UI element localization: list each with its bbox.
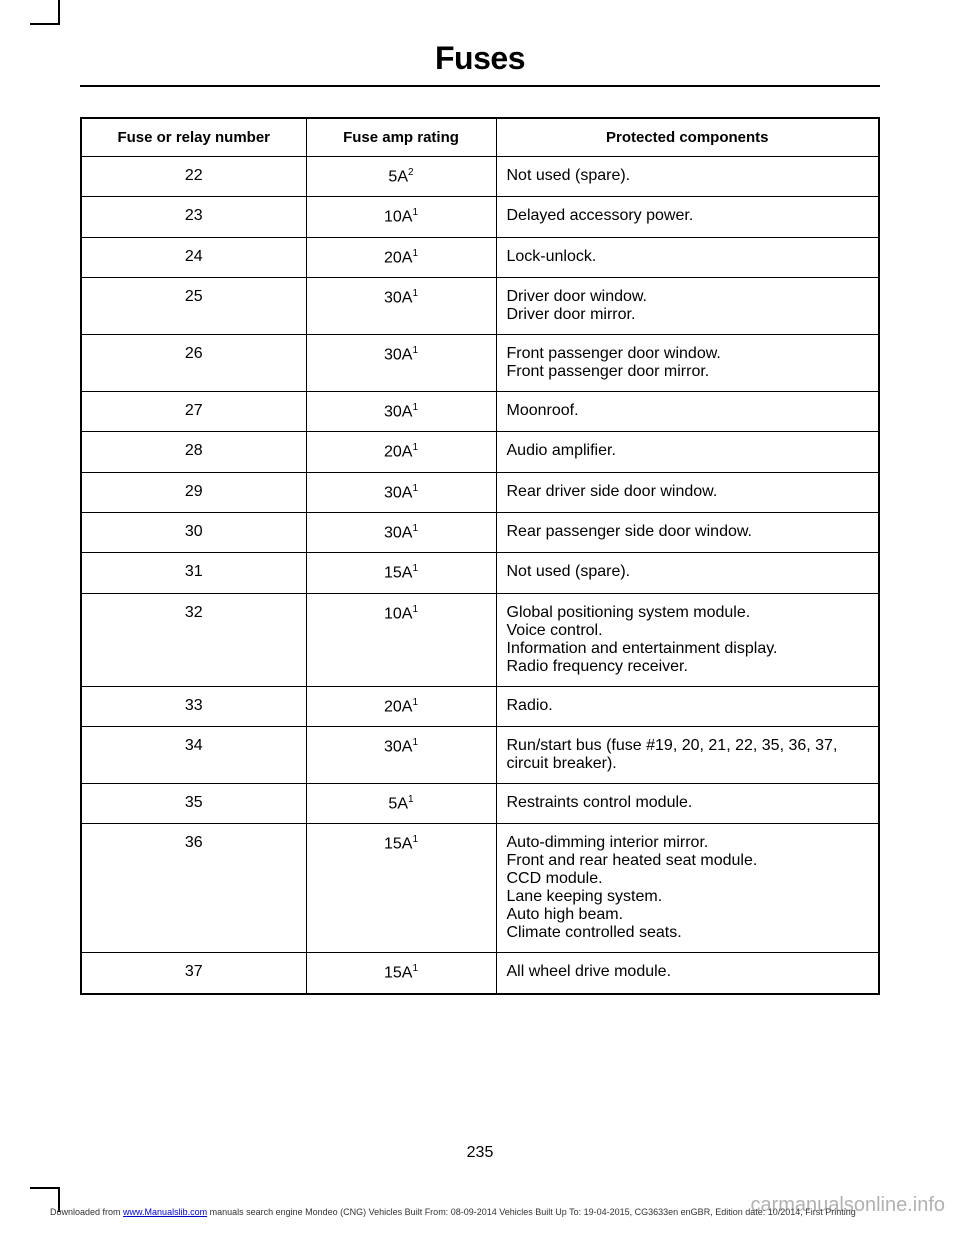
cell-components: Rear driver side door window. bbox=[496, 472, 879, 512]
cell-fuse-number: 32 bbox=[81, 593, 306, 686]
cell-fuse-number: 35 bbox=[81, 783, 306, 823]
table-row: 2420A1Lock-unlock. bbox=[81, 237, 879, 277]
cell-amp-rating: 5A2 bbox=[306, 157, 496, 197]
cell-fuse-number: 37 bbox=[81, 953, 306, 994]
cell-fuse-number: 25 bbox=[81, 277, 306, 334]
cell-components: Audio amplifier. bbox=[496, 432, 879, 472]
cell-components: All wheel drive module. bbox=[496, 953, 879, 994]
crop-mark bbox=[30, 0, 60, 25]
cell-amp-rating: 30A1 bbox=[306, 472, 496, 512]
cell-amp-rating: 20A1 bbox=[306, 686, 496, 726]
cell-fuse-number: 26 bbox=[81, 334, 306, 391]
cell-fuse-number: 22 bbox=[81, 157, 306, 197]
table-row: 225A2Not used (spare). bbox=[81, 157, 879, 197]
cell-fuse-number: 31 bbox=[81, 553, 306, 593]
cell-amp-rating: 5A1 bbox=[306, 783, 496, 823]
cell-components: Not used (spare). bbox=[496, 157, 879, 197]
header-amp-rating: Fuse amp rating bbox=[306, 118, 496, 157]
cell-components: Front passenger door window.Front passen… bbox=[496, 334, 879, 391]
cell-fuse-number: 28 bbox=[81, 432, 306, 472]
header-components: Protected components bbox=[496, 118, 879, 157]
cell-amp-rating: 20A1 bbox=[306, 237, 496, 277]
table-row: 2630A1Front passenger door window.Front … bbox=[81, 334, 879, 391]
cell-fuse-number: 23 bbox=[81, 197, 306, 237]
table-row: 3115A1Not used (spare). bbox=[81, 553, 879, 593]
cell-components: Moonroof. bbox=[496, 391, 879, 431]
cell-components: Radio. bbox=[496, 686, 879, 726]
cell-amp-rating: 15A1 bbox=[306, 553, 496, 593]
table-row: 3715A1All wheel drive module. bbox=[81, 953, 879, 994]
cell-components: Delayed accessory power. bbox=[496, 197, 879, 237]
table-row: 2730A1Moonroof. bbox=[81, 391, 879, 431]
table-row: 2310A1Delayed accessory power. bbox=[81, 197, 879, 237]
watermark: carmanualsonline.info bbox=[750, 1194, 945, 1217]
cell-amp-rating: 30A1 bbox=[306, 512, 496, 552]
cell-components: Global positioning system module.Voice c… bbox=[496, 593, 879, 686]
table-row: 2930A1Rear driver side door window. bbox=[81, 472, 879, 512]
table-row: 3320A1Radio. bbox=[81, 686, 879, 726]
cell-components: Driver door window.Driver door mirror. bbox=[496, 277, 879, 334]
cell-amp-rating: 30A1 bbox=[306, 334, 496, 391]
cell-fuse-number: 24 bbox=[81, 237, 306, 277]
cell-fuse-number: 34 bbox=[81, 726, 306, 783]
table-row: 3430A1Run/start bus (fuse #19, 20, 21, 2… bbox=[81, 726, 879, 783]
cell-fuse-number: 29 bbox=[81, 472, 306, 512]
cell-components: Auto-dimming interior mirror.Front and r… bbox=[496, 824, 879, 953]
footer-link[interactable]: www.Manualslib.com bbox=[123, 1207, 207, 1217]
cell-components: Rear passenger side door window. bbox=[496, 512, 879, 552]
cell-fuse-number: 36 bbox=[81, 824, 306, 953]
footer-prefix: Downloaded from bbox=[50, 1207, 123, 1217]
cell-fuse-number: 30 bbox=[81, 512, 306, 552]
table-row: 355A1Restraints control module. bbox=[81, 783, 879, 823]
table-row: 3615A1Auto-dimming interior mirror.Front… bbox=[81, 824, 879, 953]
cell-amp-rating: 20A1 bbox=[306, 432, 496, 472]
cell-amp-rating: 30A1 bbox=[306, 277, 496, 334]
cell-components: Not used (spare). bbox=[496, 553, 879, 593]
fuses-table: Fuse or relay number Fuse amp rating Pro… bbox=[80, 117, 880, 995]
cell-amp-rating: 30A1 bbox=[306, 726, 496, 783]
footer-mid: manuals search engine bbox=[207, 1207, 305, 1217]
cell-fuse-number: 33 bbox=[81, 686, 306, 726]
cell-components: Run/start bus (fuse #19, 20, 21, 22, 35,… bbox=[496, 726, 879, 783]
cell-components: Restraints control module. bbox=[496, 783, 879, 823]
cell-fuse-number: 27 bbox=[81, 391, 306, 431]
cell-amp-rating: 10A1 bbox=[306, 593, 496, 686]
cell-components: Lock-unlock. bbox=[496, 237, 879, 277]
page-number: 235 bbox=[0, 1144, 960, 1162]
cell-amp-rating: 10A1 bbox=[306, 197, 496, 237]
cell-amp-rating: 30A1 bbox=[306, 391, 496, 431]
table-header-row: Fuse or relay number Fuse amp rating Pro… bbox=[81, 118, 879, 157]
table-row: 2530A1Driver door window.Driver door mir… bbox=[81, 277, 879, 334]
page-title: Fuses bbox=[80, 40, 880, 77]
title-divider bbox=[80, 85, 880, 87]
table-row: 3210A1Global positioning system module.V… bbox=[81, 593, 879, 686]
cell-amp-rating: 15A1 bbox=[306, 953, 496, 994]
table-row: 2820A1Audio amplifier. bbox=[81, 432, 879, 472]
table-row: 3030A1Rear passenger side door window. bbox=[81, 512, 879, 552]
cell-amp-rating: 15A1 bbox=[306, 824, 496, 953]
header-fuse-number: Fuse or relay number bbox=[81, 118, 306, 157]
